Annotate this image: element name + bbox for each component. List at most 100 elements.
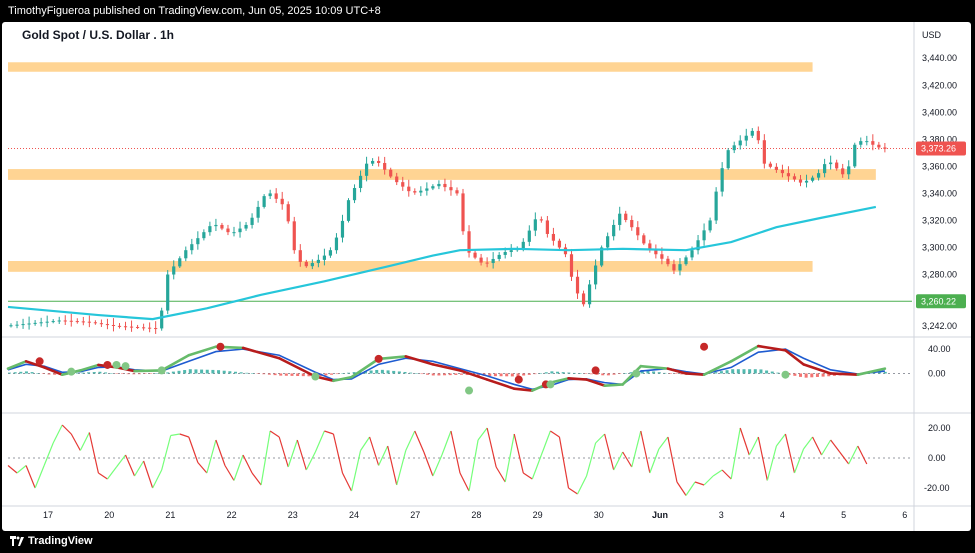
candle-body (804, 180, 809, 183)
candle-body (431, 186, 435, 189)
candle-body (551, 233, 556, 241)
candle-body (220, 224, 224, 229)
rsi-line-segment (423, 451, 434, 477)
candle-body (389, 169, 393, 177)
time-tick-label: Jun (652, 510, 668, 520)
candle-body (859, 141, 863, 145)
rsi-line-segment (821, 439, 832, 456)
rsi-line-segment (576, 475, 588, 495)
oscillator-line-segment (133, 369, 163, 373)
histogram-bar (753, 369, 757, 374)
candle-body (467, 231, 471, 253)
histogram-bar (347, 372, 350, 374)
histogram-bar (578, 373, 582, 374)
histogram-bar (92, 372, 96, 374)
crossover-dot (546, 380, 555, 389)
rsi-line-segment (414, 430, 425, 453)
price-tick-label: 3,280.00 (922, 270, 957, 280)
candle-body (768, 163, 772, 167)
histogram-bar (731, 369, 735, 374)
chart-svg[interactable]: 3,440.00 3,420.00 3,400.00 3,380.00 3,360.00… (2, 22, 971, 531)
histogram-bar (267, 373, 271, 375)
rsi-line-segment (766, 445, 777, 481)
rsi-line-segment (188, 436, 199, 463)
histogram-bar (623, 373, 627, 374)
histogram-bar (53, 373, 57, 375)
histogram-bar (437, 373, 441, 376)
candle-body (286, 204, 290, 222)
candle-body (33, 322, 37, 324)
histogram-bar (629, 372, 633, 374)
histogram-bar (612, 373, 616, 375)
crossover-dot (35, 357, 44, 366)
candle-body (63, 320, 67, 322)
rsi-line-segment (25, 465, 36, 489)
histogram-bar (301, 373, 305, 377)
histogram-bar (228, 371, 232, 374)
oscillator-line-segment (684, 372, 706, 376)
histogram-bar (211, 369, 215, 374)
candle-body (654, 249, 658, 255)
rsi-line-segment (803, 436, 814, 450)
candle-body (154, 328, 158, 330)
oscillator-line-segment (350, 357, 380, 379)
crossover-dot (632, 369, 641, 378)
histogram-bar (81, 372, 85, 374)
oscillator-line-segment (702, 360, 733, 376)
rsi-line-segment (649, 448, 660, 474)
rsi-line-segment (721, 469, 732, 480)
candle-body (340, 220, 345, 238)
oscillator-line-segment (639, 364, 670, 370)
candle-body (624, 213, 628, 220)
candle-body (660, 254, 664, 259)
histogram-bar (510, 373, 514, 377)
candle-body (190, 244, 194, 251)
sr-zone (8, 261, 813, 272)
rsi-line-segment (477, 427, 488, 441)
candle-body (841, 168, 845, 175)
histogram-bar (205, 369, 209, 374)
rsi-line-segment (775, 433, 786, 447)
oscillator-line-segment (729, 344, 760, 363)
rsi-line-segment (432, 454, 443, 477)
rsi-line-segment (604, 433, 615, 471)
price-axis[interactable]: 3,440.00 3,420.00 3,400.00 3,380.00 3,360.00… (916, 30, 966, 493)
histogram-bar (98, 371, 102, 374)
histogram-bar (121, 373, 124, 375)
histogram-bar (742, 369, 746, 374)
candle-body (877, 144, 881, 148)
rsi-line-segment (830, 439, 841, 453)
histogram-bar (154, 373, 158, 374)
histogram-bar (663, 372, 667, 374)
histogram-bar (262, 373, 266, 375)
rsi-line-segment (233, 454, 244, 481)
candle-body (395, 176, 399, 183)
oscillator-signal-line (7, 348, 885, 391)
histogram-bar (657, 372, 661, 374)
rsi-line-segment (459, 472, 470, 492)
histogram-bar (606, 373, 610, 376)
time-axis[interactable]: 17 20 21 22 23 24 27 28 29 30 Jun 3 4 5 6 (43, 510, 907, 520)
price-tick-label: 3,242.00 (922, 321, 957, 331)
histogram-bar (431, 373, 435, 376)
chart-area[interactable]: 3,440.00 3,420.00 3,400.00 3,380.00 3,360.00… (2, 22, 971, 531)
candle-body (129, 326, 134, 328)
oscillator-line-segment (404, 355, 435, 366)
oscillator-line-segment (567, 377, 588, 381)
time-tick-label: 27 (410, 510, 420, 520)
candle-body (27, 323, 31, 325)
crossover-dot (112, 360, 121, 369)
oscillator-line-segment (512, 387, 534, 392)
candle-body (774, 166, 778, 170)
histogram-bar (24, 371, 28, 374)
histogram-bar (177, 370, 181, 374)
histogram-bar (420, 373, 424, 375)
rsi-line-segment (568, 487, 578, 495)
rsi-line-segment (631, 430, 642, 468)
histogram-bar (75, 373, 79, 374)
rsi-line-segment (613, 451, 624, 471)
candle-body (437, 183, 441, 187)
candle-body (473, 252, 477, 258)
candle-body (407, 186, 411, 192)
rsi-line-segment (143, 460, 154, 489)
